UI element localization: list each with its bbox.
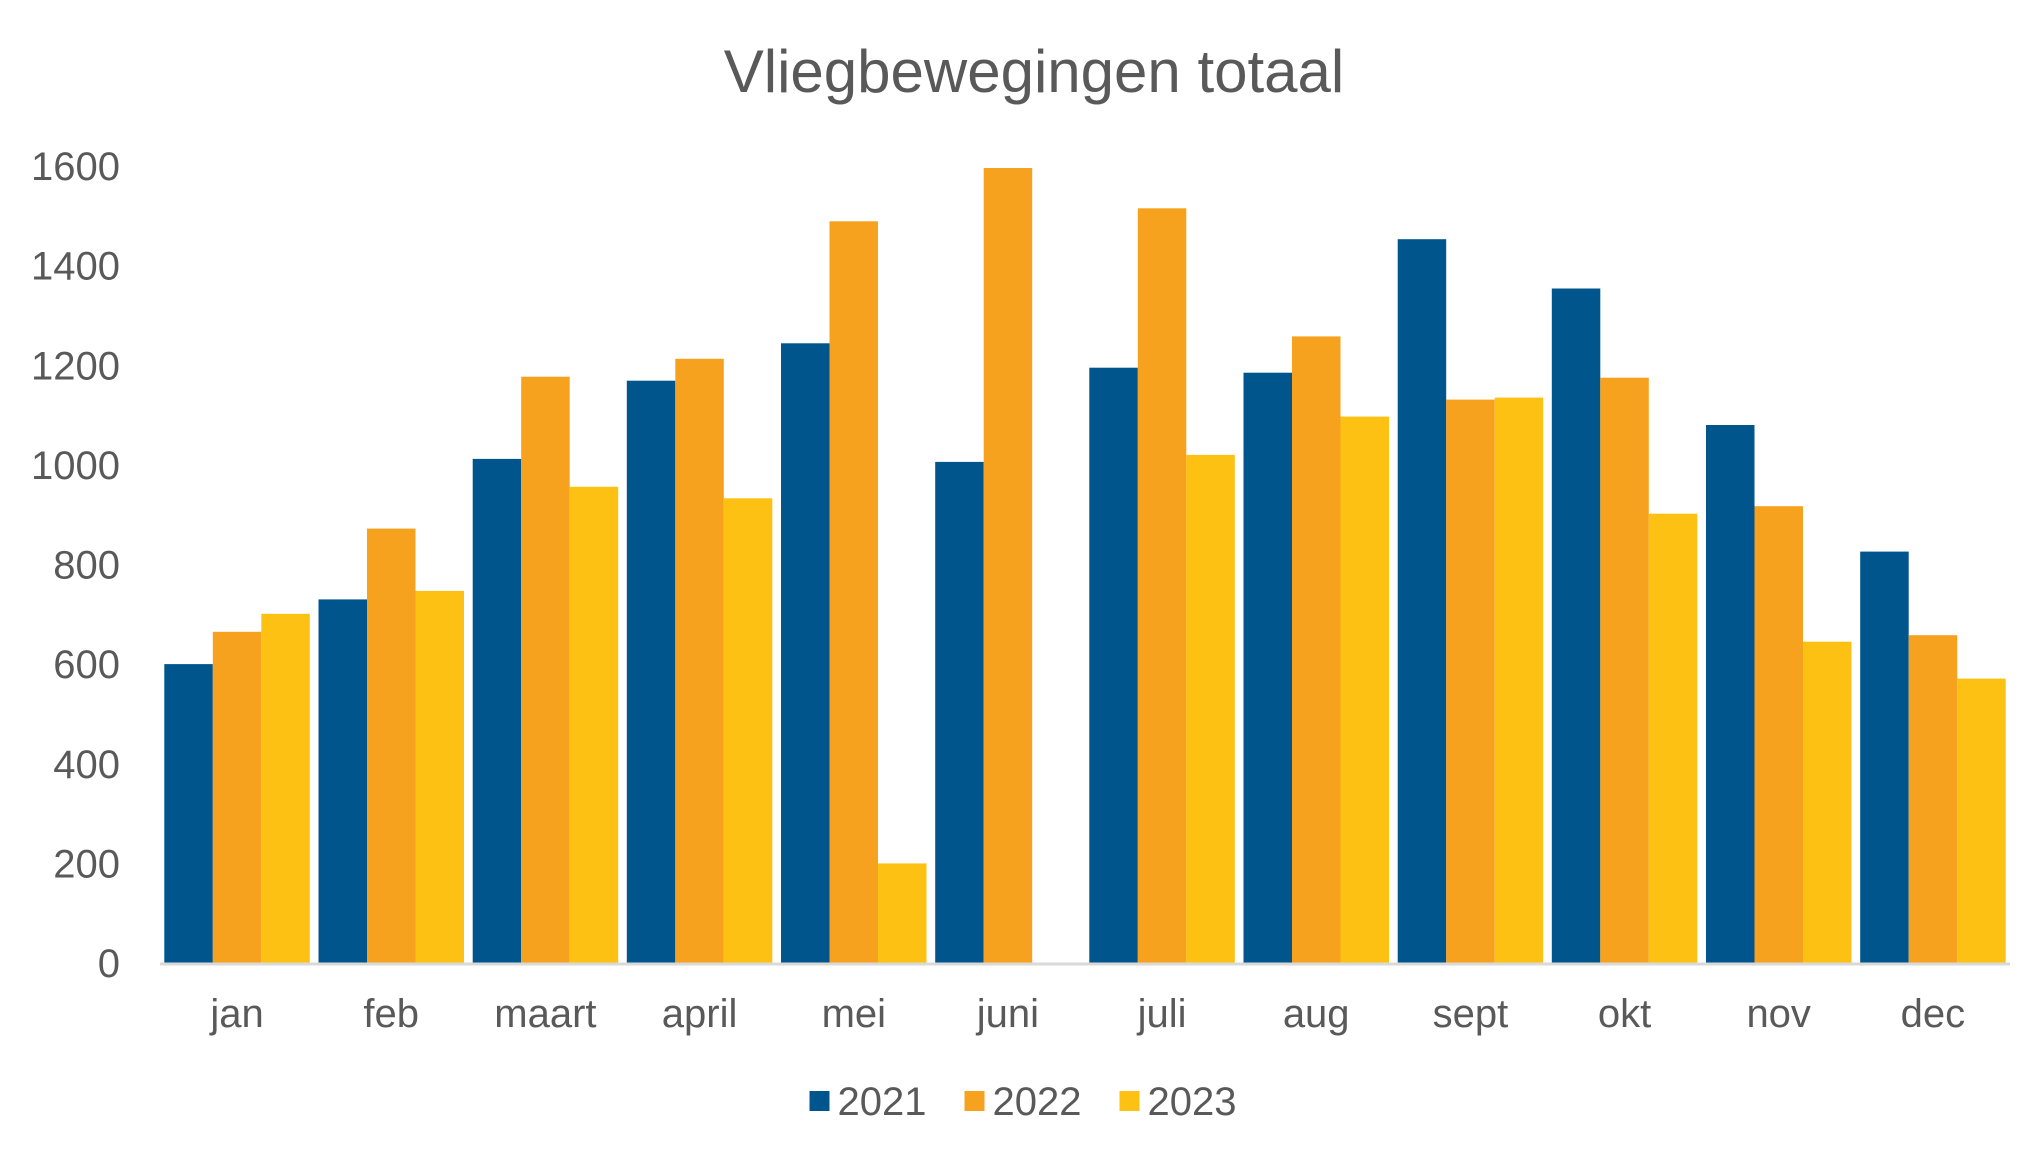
y-tick-label: 800 — [53, 544, 120, 588]
bar-2023-juli — [1186, 454, 1235, 964]
bar-2022-jan — [212, 631, 262, 964]
x-tick-label: jan — [209, 992, 263, 1036]
bar-2021-mei — [781, 343, 830, 964]
y-tick-label: 1200 — [31, 344, 120, 388]
bar-2021-okt — [1551, 288, 1601, 964]
legend-swatch-2022 — [964, 1091, 985, 1111]
bar-2022-feb — [367, 528, 416, 964]
bar-2022-april — [675, 358, 724, 964]
bar-2021-nov — [1706, 425, 1755, 964]
y-tick-label: 400 — [53, 743, 120, 787]
bar-2023-aug — [1340, 416, 1389, 965]
bars — [164, 168, 2006, 965]
x-tick-label: maart — [494, 992, 596, 1036]
y-tick-label: 0 — [98, 942, 120, 986]
bar-2021-dec — [1860, 551, 1909, 964]
bar-2021-sept — [1397, 239, 1447, 964]
bar-2022-sept — [1446, 399, 1495, 965]
x-tick-label: sept — [1433, 992, 1509, 1036]
bar-2022-aug — [1292, 336, 1341, 964]
y-tick-label: 1600 — [31, 145, 120, 189]
legend: 2021 2022 2023 — [809, 1080, 1237, 1124]
bar-2021-april — [626, 380, 676, 964]
bar-2021-maart — [472, 458, 522, 964]
x-tick-label: dec — [1901, 992, 1966, 1036]
bar-2021-jan — [164, 664, 213, 964]
chart-title: Vliegbewegingen totaal — [724, 38, 1344, 105]
y-axis: 0 200 400 600 800 1000 1200 1400 1600 — [31, 145, 120, 986]
bar-2023-dec — [1957, 678, 2006, 964]
bar-2023-nov — [1803, 641, 1852, 964]
bar-2023-okt — [1648, 513, 1698, 964]
legend-swatch-2023 — [1119, 1091, 1140, 1111]
x-tick-label: mei — [822, 992, 886, 1036]
bar-2023-april — [723, 498, 773, 964]
bar-2022-maart — [521, 376, 570, 964]
legend-label-2023: 2023 — [1148, 1080, 1237, 1124]
bar-2021-aug — [1243, 372, 1292, 964]
x-tick-label: juli — [1137, 992, 1187, 1036]
y-tick-label: 600 — [53, 643, 120, 687]
y-tick-label: 200 — [53, 842, 120, 886]
bar-2022-juli — [1137, 208, 1187, 965]
x-tick-label: april — [662, 992, 738, 1036]
x-tick-label: aug — [1283, 992, 1350, 1036]
bar-2023-feb — [415, 590, 464, 964]
bar-2022-nov — [1754, 506, 1803, 964]
bar-2022-okt — [1600, 377, 1649, 964]
bar-2021-juni — [935, 461, 984, 964]
x-tick-label: feb — [363, 992, 419, 1036]
legend-swatch-2021 — [809, 1091, 830, 1111]
bar-2022-dec — [1908, 635, 1958, 964]
bar-2023-maart — [569, 486, 619, 964]
y-tick-label: 1400 — [31, 245, 120, 289]
bar-2021-feb — [318, 599, 367, 964]
legend-label-2022: 2022 — [993, 1080, 1082, 1124]
legend-label-2021: 2021 — [838, 1080, 927, 1124]
bar-2023-mei — [878, 863, 927, 964]
bar-2023-jan — [261, 613, 310, 964]
bar-2021-juli — [1089, 367, 1138, 964]
x-tick-label: nov — [1746, 992, 1811, 1036]
bar-2022-mei — [829, 221, 878, 965]
bar-2023-sept — [1494, 397, 1544, 965]
x-axis: jan feb maart april mei juni juli aug sept okt nov… — [209, 992, 1965, 1036]
x-tick-label: juni — [976, 992, 1039, 1036]
x-tick-label: okt — [1598, 992, 1651, 1036]
y-tick-label: 1000 — [31, 444, 120, 488]
bar-2022-juni — [983, 168, 1033, 964]
